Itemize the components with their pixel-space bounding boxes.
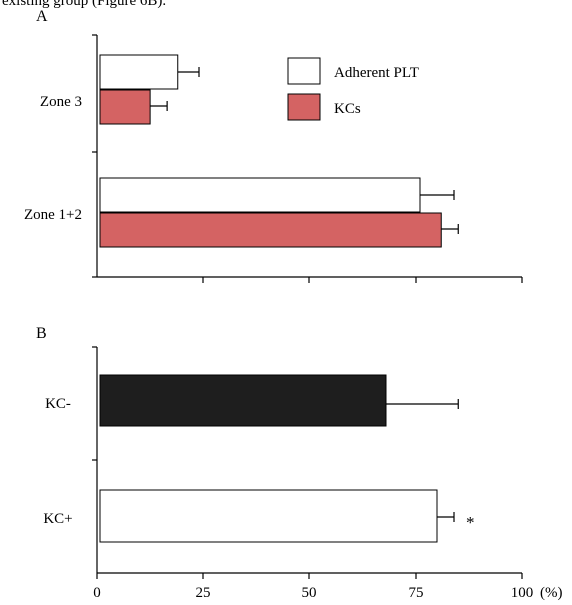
- legend-label-adherent-plt: Adherent PLT: [334, 65, 419, 81]
- category-label-zone-3: Zone 3: [40, 94, 82, 110]
- category-label-kc-minus: KC-: [45, 396, 71, 412]
- legend-label-kcs: KCs: [334, 101, 361, 117]
- panel-a: A Zone 3 Zone 1+2 Adherent PLT: [24, 8, 523, 283]
- x-tick-label-0: 0: [93, 585, 101, 601]
- bar-zone-1-2-adherent-plt: [99, 177, 421, 213]
- bar-kc-plus: [99, 489, 438, 543]
- legend: Adherent PLT KCs: [287, 57, 419, 121]
- x-tick-label-75: 75: [409, 585, 424, 601]
- panel-b-label: B: [36, 325, 47, 342]
- x-tick-label-25: 25: [196, 585, 211, 601]
- panel-b: B KC- KC+ * 0 25 50 75 100 (%): [36, 325, 563, 601]
- significance-asterisk: *: [466, 513, 475, 532]
- bar-zone-1-2-kcs: [99, 212, 442, 248]
- x-tick-label-50: 50: [302, 585, 317, 601]
- legend-swatch-kcs: [287, 93, 321, 121]
- bar-kc-minus: [99, 374, 387, 427]
- bar-zone-3-kcs: [99, 89, 151, 125]
- x-axis-unit: (%): [540, 585, 563, 601]
- bar-zone-3-adherent-plt: [99, 54, 179, 90]
- panel-a-label: A: [36, 8, 48, 25]
- legend-swatch-adherent-plt: [287, 57, 321, 85]
- category-label-zone-1-2: Zone 1+2: [24, 207, 82, 223]
- caption-fragment: existing group (Figure 6B).: [2, 0, 166, 9]
- category-label-kc-plus: KC+: [43, 511, 72, 527]
- x-tick-label-100: 100: [511, 585, 534, 601]
